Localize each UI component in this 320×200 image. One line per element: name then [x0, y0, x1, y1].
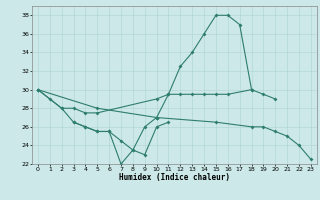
X-axis label: Humidex (Indice chaleur): Humidex (Indice chaleur) [119, 173, 230, 182]
